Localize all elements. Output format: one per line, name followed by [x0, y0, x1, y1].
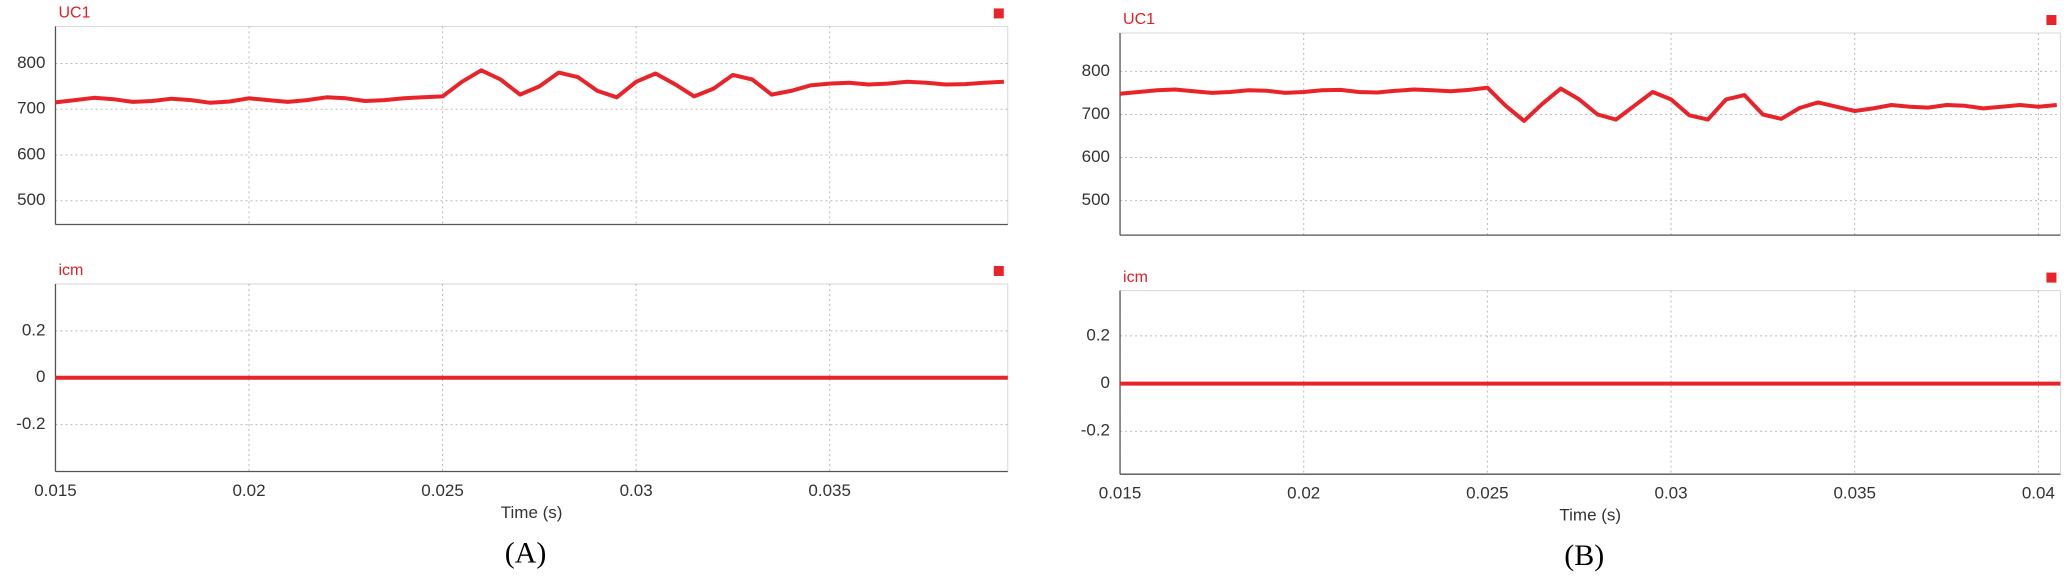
y-tick-label: 600	[17, 144, 45, 163]
subplot-title: icm	[58, 262, 83, 279]
y-tick-label: -0.2	[16, 414, 45, 433]
x-tick-label: 0.025	[1466, 484, 1509, 503]
legend-marker	[993, 265, 1004, 276]
x-tick-label: 0.035	[1833, 484, 1876, 503]
y-tick-label: 600	[1082, 147, 1110, 166]
x-tick-label: 0.02	[232, 481, 265, 500]
y-tick-label: 500	[1082, 190, 1110, 209]
legend-marker	[2046, 15, 2057, 26]
x-tick-label: 0.035	[808, 481, 851, 500]
panel-caption: (A)	[505, 536, 547, 569]
x-tick-label: 0.02	[1287, 484, 1320, 503]
subplot-title: UC1	[1123, 11, 1155, 28]
y-tick-label: 0	[36, 367, 45, 386]
y-tick-label: 800	[1082, 61, 1110, 80]
y-tick-label: 0.2	[1086, 325, 1110, 344]
y-tick-label: -0.2	[1081, 421, 1110, 440]
x-tick-label: 0.04	[2022, 484, 2055, 503]
x-tick-label: 0.015	[34, 481, 77, 500]
legend-marker	[993, 8, 1004, 19]
data-line	[55, 68, 1004, 105]
y-tick-label: 700	[1082, 104, 1110, 123]
plot-frame	[54, 25, 1009, 226]
y-tick-label: 700	[17, 99, 45, 118]
x-tick-label: 0.03	[620, 481, 653, 500]
subplot-title: icm	[1123, 269, 1148, 286]
legend-marker	[2046, 272, 2057, 283]
y-tick-label: 800	[17, 53, 45, 72]
data-line	[1119, 85, 2057, 123]
panel-caption: (B)	[1564, 539, 1604, 572]
x-axis-label: Time (s)	[501, 503, 563, 522]
x-tick-label: 0.03	[1655, 484, 1688, 503]
subplot-title: UC1	[58, 5, 90, 22]
x-tick-label: 0.015	[1099, 484, 1142, 503]
plot-frame	[1119, 32, 2061, 236]
y-tick-label: 500	[17, 190, 45, 209]
x-axis-label: Time (s)	[1559, 506, 1621, 525]
x-tick-label: 0.025	[421, 481, 464, 500]
y-tick-label: 0.2	[22, 320, 46, 339]
y-tick-label: 0	[1101, 373, 1110, 392]
